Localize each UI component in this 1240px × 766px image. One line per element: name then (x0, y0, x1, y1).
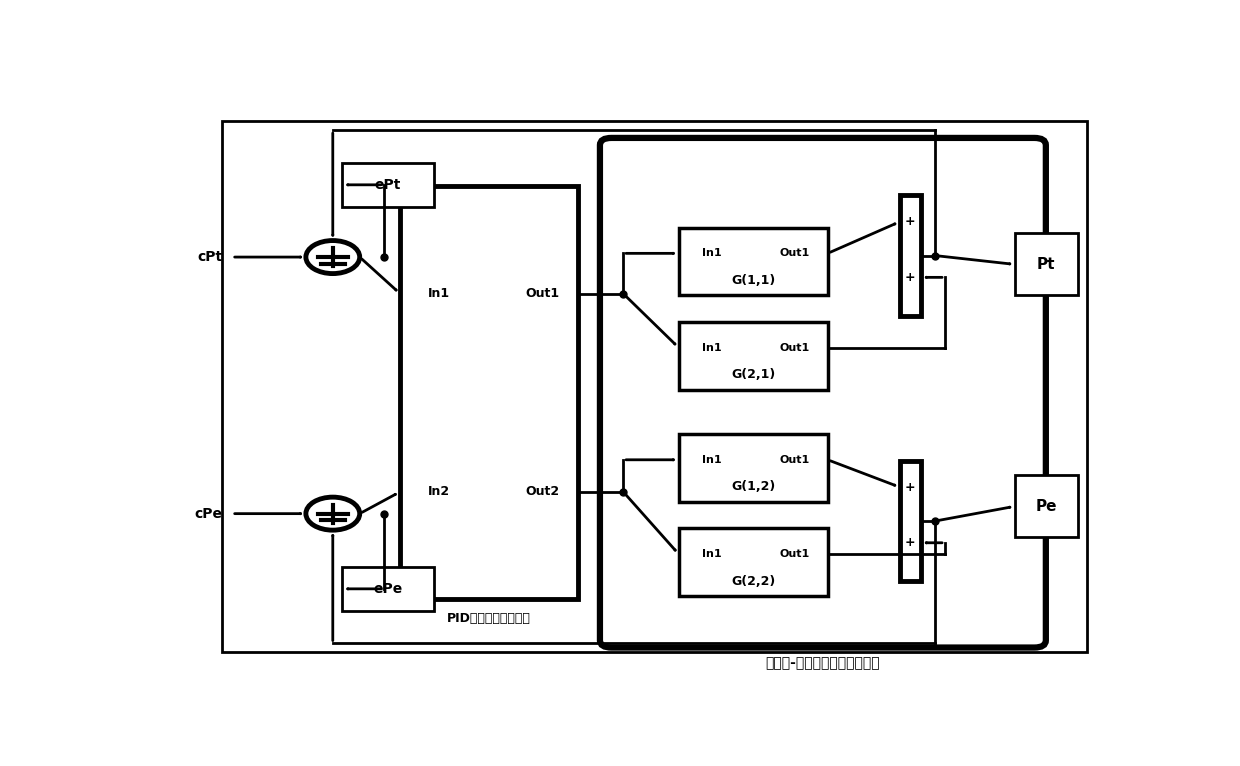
Text: G(2,2): G(2,2) (732, 574, 775, 588)
Text: cPe: cPe (195, 506, 222, 521)
Text: In1: In1 (702, 248, 722, 258)
Text: In1: In1 (702, 549, 722, 559)
Text: Pt: Pt (1037, 257, 1055, 272)
FancyBboxPatch shape (600, 138, 1045, 647)
Text: PID型并矢协调控制器: PID型并矢协调控制器 (446, 611, 531, 624)
Text: Out1: Out1 (526, 287, 559, 300)
Text: Pe: Pe (1035, 499, 1056, 514)
Text: G(1,2): G(1,2) (732, 480, 775, 493)
Text: +: + (905, 480, 915, 493)
Circle shape (306, 497, 360, 530)
Bar (1016, 475, 1078, 537)
Text: +: + (905, 536, 915, 549)
Text: 汽轮机-锅炉对象传递函数矩阵: 汽轮机-锅炉对象传递函数矩阵 (765, 656, 880, 669)
Text: cPt: cPt (197, 250, 222, 264)
Text: ePt: ePt (374, 178, 402, 192)
Bar (342, 567, 434, 611)
Text: G(2,1): G(2,1) (732, 368, 775, 381)
Text: Out1: Out1 (780, 248, 810, 258)
Text: G(1,1): G(1,1) (732, 274, 775, 287)
Bar (678, 434, 828, 502)
Bar (1016, 234, 1078, 296)
Text: In1: In1 (702, 455, 722, 465)
Text: Out1: Out1 (780, 455, 810, 465)
Text: In1: In1 (428, 287, 450, 300)
Circle shape (306, 241, 360, 273)
Text: Out1: Out1 (780, 549, 810, 559)
Bar (900, 460, 921, 581)
Bar (900, 195, 921, 316)
Bar (342, 162, 434, 207)
Text: Out2: Out2 (526, 486, 559, 499)
Bar (401, 186, 578, 599)
Text: +: + (905, 271, 915, 284)
Text: In1: In1 (702, 342, 722, 352)
Bar (678, 529, 828, 596)
Text: In2: In2 (428, 486, 450, 499)
Bar (678, 322, 828, 390)
Text: +: + (905, 215, 915, 228)
Text: Out1: Out1 (780, 342, 810, 352)
Bar (678, 228, 828, 296)
Text: ePe: ePe (373, 582, 403, 596)
